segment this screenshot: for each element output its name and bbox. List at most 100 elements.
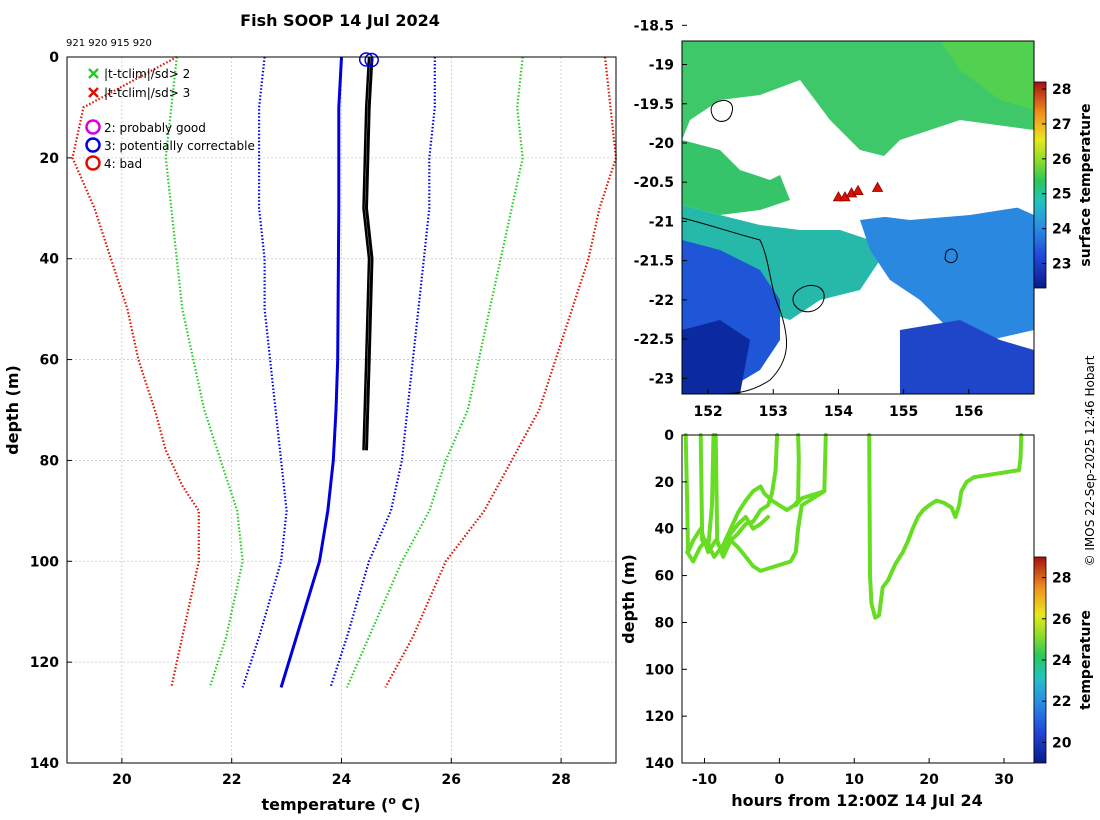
map-colorbar-tick-label: 24 xyxy=(1052,222,1072,238)
series-clim-3sd xyxy=(71,56,200,688)
map-green-region xyxy=(682,41,1034,160)
map-y-tick-label: -20 xyxy=(649,136,675,152)
x-tick-label: 20 xyxy=(112,772,132,788)
legend-label-good: 2: probably good xyxy=(104,121,206,135)
depth-time-plot: -10 0 10 20 30 0 20 40 60 80 100 120 140 hours from … xyxy=(619,428,1094,810)
map-y-tick-label: -19 xyxy=(649,58,674,74)
x-axis-label: temperature (o C) xyxy=(261,794,420,815)
map-colorbar-tick-label: 28 xyxy=(1052,82,1071,98)
dt-y-tick-label: 80 xyxy=(655,615,675,631)
legend-circle-magenta-icon xyxy=(85,119,101,135)
y-tick-label: 60 xyxy=(40,353,60,369)
series-clim-2sd xyxy=(164,56,244,688)
map-colorbar-tick-label: 27 xyxy=(1052,117,1071,133)
map-reef-outline-2 xyxy=(792,285,825,313)
dt-y-tick-label: 60 xyxy=(655,569,675,585)
map-colorbar-tick-label: 23 xyxy=(1052,257,1071,273)
depth-time-x-label: hours from 12:00Z 14 Jul 24 xyxy=(731,791,982,810)
dt-y-tick-label: 20 xyxy=(655,475,675,491)
dt-y-tick-label: 120 xyxy=(645,709,674,725)
dt-y-tick-label: 100 xyxy=(645,662,674,678)
map-blue-region-3 xyxy=(900,320,1034,394)
map-reef-outline-3 xyxy=(944,248,958,264)
map-x-tick-label: 155 xyxy=(889,404,918,420)
ship-track xyxy=(832,181,884,202)
depth-track-4 xyxy=(728,433,828,573)
platform-ids: 921 920 915 920 xyxy=(66,38,152,49)
y-tick-label: 0 xyxy=(49,50,59,66)
series-profile-921 xyxy=(279,56,343,688)
y-tick-label: 80 xyxy=(40,453,60,469)
dt-x-tick-label: 0 xyxy=(774,772,784,788)
map-cloud-region xyxy=(780,320,880,394)
ship-position-marker xyxy=(871,181,884,192)
map-x-tick-label: 153 xyxy=(759,404,788,420)
series-profile-920 xyxy=(362,56,371,451)
map-green-region-2 xyxy=(682,140,790,215)
depth-time-background xyxy=(682,435,1034,763)
map-y-tick-label: -23 xyxy=(649,371,674,387)
map-colorbar-tick-label: 25 xyxy=(1052,187,1071,203)
y-tick-label: 40 xyxy=(40,252,60,268)
dt-x-tick-label: -10 xyxy=(692,772,718,788)
legend-label-sd2: |t-tclim|/sd> 2 xyxy=(104,67,190,81)
ship-position-marker xyxy=(852,184,864,196)
y-tick-label: 120 xyxy=(30,655,59,671)
depth-track-6 xyxy=(867,433,1024,620)
depth-time-y-label: depth (m) xyxy=(619,554,638,644)
legend-cross-green-icon xyxy=(88,68,99,79)
legend: |t-tclim|/sd> 2 |t-tclim|/sd> 3 2: proba… xyxy=(85,67,255,171)
depth-time-tracks xyxy=(683,433,1024,620)
y-tick-label: 20 xyxy=(40,151,60,167)
dt-x-tick-label: 10 xyxy=(845,772,865,788)
dt-x-tick-label: 20 xyxy=(919,772,939,788)
dt-colorbar-tick-label: 22 xyxy=(1052,694,1071,710)
dt-colorbar-tick-label: 26 xyxy=(1052,612,1071,628)
depth-time-colorbar-ticks: 20 22 24 26 28 xyxy=(1042,571,1072,751)
map-deep-blue-region xyxy=(682,320,750,394)
depth-track-2 xyxy=(698,433,716,550)
dt-y-tick-label: 0 xyxy=(664,428,674,444)
profile-grid xyxy=(67,56,616,764)
copyright-text: © IMOS 22-Sep-2025 12:46 Hobart xyxy=(1083,355,1097,566)
series-clim-1sd xyxy=(329,57,436,688)
x-tick-label: 22 xyxy=(222,772,241,788)
map-y-tick-label: -22 xyxy=(649,293,674,309)
legend-cross-red-icon xyxy=(88,87,99,98)
map-ticks: 152 153 154 155 156 -18.5 -19 -19.5 -20 -20.5 -21 -… xyxy=(634,18,984,420)
profile-ticks: 20 22 24 26 28 0 20 40 60 80 100 120 140 xyxy=(30,50,571,788)
map-y-tick-label: -21.5 xyxy=(634,254,674,270)
map-y-tick-label: -18.5 xyxy=(634,18,674,34)
map-x-tick-label: 152 xyxy=(693,404,722,420)
map-y-tick-label: -22.5 xyxy=(634,332,674,348)
profile-plot: 20 22 24 26 28 0 20 40 60 80 100 120 140 temperature… xyxy=(3,50,618,815)
legend-label-correctable: 3: potentially correctable xyxy=(104,139,255,153)
series-profile-920-texture xyxy=(364,56,374,451)
series-clim-3sd xyxy=(384,56,618,688)
flag-circle-blue-icon xyxy=(358,52,374,67)
profile-series xyxy=(71,52,618,688)
map-y-tick-label: -21 xyxy=(649,214,674,230)
map-y-tick-label: -19.5 xyxy=(634,97,674,113)
legend-label-sd3: |t-tclim|/sd> 3 xyxy=(104,86,190,100)
x-tick-label: 28 xyxy=(551,772,570,788)
map-coastline xyxy=(682,217,788,394)
depth-time-ticks: -10 0 10 20 30 0 20 40 60 80 100 120 140 xyxy=(645,428,1014,788)
dt-x-tick-label: 30 xyxy=(994,772,1014,788)
y-tick-label: 100 xyxy=(30,554,59,570)
x-tick-label: 26 xyxy=(442,772,461,788)
depth-track-5 xyxy=(793,489,827,508)
dt-colorbar-tick-label: 28 xyxy=(1052,571,1071,587)
sst-map: 152 153 154 155 156 -18.5 -19 -19.5 -20 -20.5 -21 -… xyxy=(634,18,1094,420)
legend-label-bad: 4: bad xyxy=(104,157,142,171)
map-blue-region-2 xyxy=(860,200,1034,340)
map-green-region-3 xyxy=(940,41,1034,110)
depth-time-colorbar-label: temperature xyxy=(1078,610,1094,710)
legend-circle-blue-icon xyxy=(85,137,101,153)
dt-colorbar-tick-label: 24 xyxy=(1052,653,1072,669)
map-reef-outline xyxy=(710,99,734,122)
dt-y-tick-label: 40 xyxy=(655,522,675,538)
x-tick-label: 24 xyxy=(332,772,352,788)
map-colorbar-ticks: 23 24 25 26 27 28 xyxy=(1042,82,1072,273)
